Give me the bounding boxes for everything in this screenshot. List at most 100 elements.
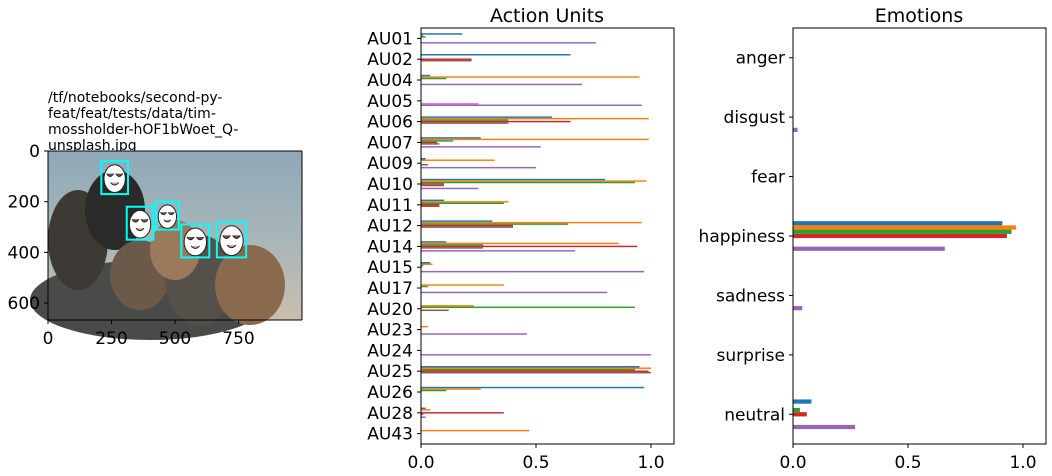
- au-bar-au11-s3: [421, 202, 504, 205]
- au-category-label: AU14: [367, 237, 413, 257]
- au-category-label: AU20: [367, 300, 413, 320]
- au-bar-au17-s7: [421, 291, 608, 294]
- au-bar-au10-s5: [421, 184, 444, 187]
- action-units-bars: [421, 33, 651, 432]
- image-x-tick-label: 750: [222, 329, 254, 349]
- emotion-x-tick-label: 0.5: [894, 453, 921, 473]
- au-bar-au11-s4: [421, 204, 440, 206]
- au-category-label: AU23: [367, 321, 413, 341]
- face-mouth: [190, 245, 200, 249]
- emotion-category-label: anger: [736, 49, 785, 69]
- au-bar-au01-s7: [421, 42, 596, 44]
- au-bar-au02-s1: [421, 54, 571, 56]
- face-detection-1: [100, 160, 130, 196]
- face-detections: [100, 160, 248, 259]
- face-eye-right: [196, 236, 205, 241]
- face-box: [100, 160, 130, 196]
- au-bar-au01-s3: [421, 36, 426, 38]
- action-units-chart: Action Units AU01AU02AU04AU05AU06AU07AU0…: [367, 5, 675, 473]
- au-bar-au10-s1: [421, 178, 605, 181]
- face-eye-left: [186, 236, 195, 241]
- emotion-bar-happiness-s2: [793, 225, 1017, 230]
- au-bar-au07-s7: [421, 146, 541, 148]
- au-bar-au14-s5: [421, 247, 484, 249]
- au-bar-au12-s5: [421, 226, 513, 228]
- image-y-tick-label: 0: [29, 142, 40, 162]
- face-eye-right: [140, 218, 149, 223]
- au-bar-au20-s3: [421, 306, 635, 309]
- au-bar-au23-s7: [421, 333, 527, 335]
- au-bar-au04-s1: [421, 74, 431, 77]
- au-bar-au01-s1: [421, 33, 463, 35]
- au-bar-au02-s4: [421, 58, 472, 60]
- image-panel: /tf/notebooks/second-py- feat/feat/tests…: [8, 90, 303, 349]
- au-bar-au28-s4: [421, 412, 504, 414]
- image-y-tick-label: 400: [8, 243, 40, 263]
- au-category-label: AU05: [367, 92, 413, 112]
- face-eye-right: [232, 235, 241, 239]
- au-bar-au12-s4: [421, 224, 513, 227]
- emotion-bar-neutral-s7: [793, 424, 856, 430]
- emotions-category-ticks: anger disgust fear happiness sadness surprise…: [699, 49, 793, 425]
- au-bar-au01-s2: [421, 34, 424, 37]
- au-bar-au04-s7: [421, 83, 582, 86]
- face-mouth: [226, 244, 237, 249]
- image-y-ticks: 0 200 400 600: [8, 142, 48, 314]
- au-bar-au26-s1: [421, 386, 645, 389]
- au-bar-au07-s4: [421, 141, 438, 144]
- image-y-tick-label: 600: [8, 294, 40, 314]
- au-x-tick-label: 0.0: [407, 453, 434, 473]
- au-bar-au04-s2: [421, 76, 640, 78]
- au-bar-au25-s2: [421, 367, 651, 369]
- au-bar-au07-s3: [421, 140, 454, 142]
- au-bar-au06-s1: [421, 116, 553, 118]
- face-eye-right: [167, 211, 175, 216]
- au-bar-au07-s1: [421, 137, 481, 139]
- au-bar-au04-s3: [421, 77, 447, 80]
- au-bar-au15-s7: [421, 270, 645, 273]
- au-category-label: AU07: [367, 133, 413, 153]
- face-detection-2: [125, 205, 155, 241]
- face-outline: [157, 204, 178, 229]
- au-bar-au07-s5: [421, 143, 440, 145]
- image-x-tick-label: 0: [43, 329, 54, 349]
- au-bar-au14-s1: [421, 241, 447, 243]
- action-units-title: Action Units: [490, 5, 604, 27]
- au-bar-au14-s3: [421, 244, 484, 246]
- face-box: [154, 200, 180, 231]
- au-category-label: AU43: [367, 425, 413, 445]
- au-bar-au14-s7: [421, 250, 576, 252]
- au-category-label: AU01: [367, 29, 413, 49]
- au-bar-au25-s3: [421, 368, 635, 371]
- au-bar-au25-s5: [421, 371, 651, 374]
- au-bar-au12-s2: [421, 221, 642, 224]
- emotion-bar-neutral-s1: [793, 399, 812, 404]
- au-bar-au17-s3: [421, 285, 428, 288]
- au-bar-au25-s4: [421, 370, 649, 372]
- action-units-x-ticks: 0.0 0.5 1.0: [407, 444, 665, 473]
- emotion-bar-disgust-s7: [793, 127, 798, 132]
- emotions-x-ticks: 0.0 0.5 1.0: [779, 444, 1037, 473]
- au-bar-au26-s2: [421, 388, 481, 390]
- au-bar-au05-s7: [421, 104, 642, 106]
- emotions-title: Emotions: [875, 5, 963, 27]
- au-bar-au25-s1: [421, 366, 640, 368]
- emotion-x-tick-label: 0.0: [779, 453, 806, 473]
- emotion-bar-sadness-s7: [793, 306, 803, 311]
- face-box: [215, 220, 248, 259]
- au-category-label: AU17: [367, 279, 413, 299]
- au-bar-au11-s2: [421, 201, 509, 203]
- emotion-bar-happiness-s1: [793, 221, 1003, 226]
- face-detection-4: [180, 223, 211, 259]
- au-bar-au02-s5: [421, 59, 472, 62]
- au-bar-au09-s7: [421, 166, 536, 169]
- au-bar-au20-s5: [421, 309, 449, 312]
- au-category-label: AU11: [367, 196, 413, 216]
- face-detection-3: [154, 200, 180, 231]
- au-category-label: AU26: [367, 383, 413, 403]
- emotion-category-label: fear: [751, 168, 785, 188]
- au-bar-au10-s4: [421, 183, 444, 185]
- face-mouth: [163, 219, 172, 223]
- au-bar-au23-s2: [421, 325, 428, 328]
